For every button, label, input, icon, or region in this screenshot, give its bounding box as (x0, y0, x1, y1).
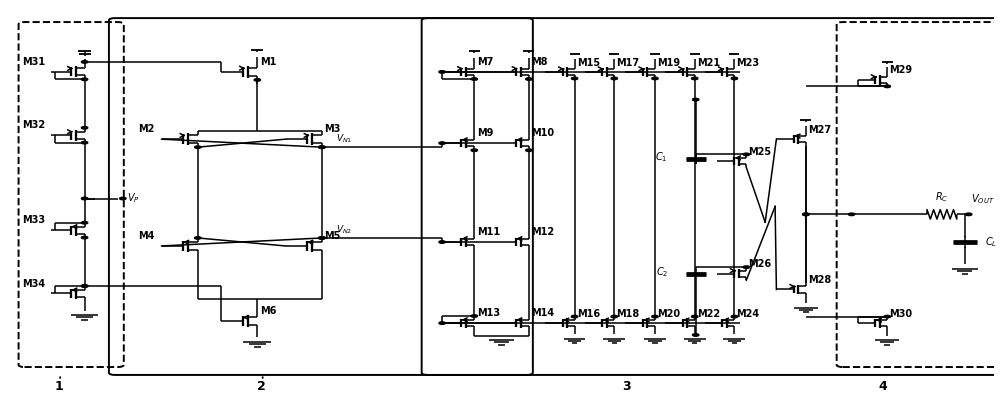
Text: M3: M3 (325, 124, 341, 134)
Circle shape (526, 149, 532, 152)
Text: 1: 1 (55, 380, 64, 393)
Circle shape (319, 237, 325, 239)
Circle shape (81, 236, 88, 239)
Text: M6: M6 (260, 306, 276, 316)
Text: M9: M9 (477, 128, 493, 139)
Text: M31: M31 (22, 57, 45, 67)
Text: M10: M10 (531, 128, 554, 139)
Circle shape (439, 142, 445, 145)
Circle shape (439, 241, 445, 243)
Circle shape (693, 98, 699, 101)
Circle shape (471, 315, 477, 317)
Circle shape (81, 141, 88, 144)
Circle shape (439, 71, 445, 73)
Circle shape (439, 322, 445, 324)
Circle shape (471, 78, 477, 80)
Circle shape (81, 61, 88, 63)
Text: M22: M22 (697, 309, 720, 319)
Text: M25: M25 (748, 146, 772, 156)
Circle shape (611, 77, 617, 80)
Text: M23: M23 (737, 58, 760, 67)
Circle shape (319, 237, 325, 239)
Text: M15: M15 (577, 58, 600, 67)
Text: $V_{OUT}$: $V_{OUT}$ (971, 193, 994, 206)
Circle shape (803, 213, 809, 216)
Text: 2: 2 (257, 380, 266, 393)
Circle shape (319, 146, 325, 148)
Circle shape (966, 213, 972, 216)
Circle shape (195, 237, 201, 239)
Text: M29: M29 (889, 66, 913, 75)
Circle shape (884, 85, 890, 88)
Circle shape (884, 315, 890, 318)
Circle shape (120, 197, 126, 200)
Circle shape (195, 146, 201, 148)
Text: M2: M2 (139, 124, 155, 134)
Text: M21: M21 (697, 58, 720, 67)
Text: M5: M5 (325, 231, 341, 241)
Circle shape (611, 315, 617, 318)
Circle shape (571, 315, 578, 318)
Text: M20: M20 (657, 309, 680, 319)
Text: $R_C$: $R_C$ (935, 191, 949, 204)
Text: M11: M11 (477, 227, 500, 237)
Text: M24: M24 (737, 309, 760, 319)
Circle shape (731, 315, 738, 318)
Circle shape (254, 79, 261, 81)
Circle shape (693, 334, 699, 336)
Circle shape (743, 266, 749, 268)
Text: 3: 3 (622, 380, 630, 393)
Text: M16: M16 (577, 309, 600, 319)
Text: $V_P$: $V_P$ (127, 192, 140, 205)
Text: 4: 4 (878, 380, 887, 393)
Circle shape (848, 213, 855, 216)
Circle shape (731, 77, 738, 80)
Circle shape (319, 146, 325, 148)
Text: M1: M1 (260, 56, 276, 67)
Circle shape (692, 77, 698, 80)
Text: $C_L$: $C_L$ (985, 235, 997, 249)
Circle shape (803, 213, 809, 216)
Circle shape (81, 285, 88, 287)
Text: $V_{N1}$: $V_{N1}$ (336, 133, 352, 145)
Circle shape (81, 285, 88, 287)
Text: M8: M8 (531, 57, 548, 67)
Text: M34: M34 (22, 279, 45, 289)
Text: M28: M28 (808, 275, 831, 285)
Circle shape (81, 78, 88, 81)
Text: M12: M12 (531, 227, 554, 237)
Circle shape (81, 222, 88, 224)
Text: M19: M19 (657, 58, 680, 67)
Circle shape (692, 315, 698, 318)
Circle shape (652, 315, 658, 318)
Text: $C_2$: $C_2$ (656, 265, 668, 279)
Text: M7: M7 (477, 57, 493, 67)
Text: $V_{N2}$: $V_{N2}$ (336, 224, 352, 236)
Text: M32: M32 (22, 120, 45, 130)
Text: M33: M33 (22, 215, 45, 225)
Circle shape (81, 197, 88, 200)
Text: M27: M27 (808, 125, 831, 135)
Circle shape (571, 77, 578, 80)
Circle shape (81, 127, 88, 129)
Text: M13: M13 (477, 308, 500, 318)
Circle shape (652, 77, 658, 80)
Circle shape (743, 153, 749, 156)
Text: $C_1$: $C_1$ (655, 150, 668, 164)
Text: M17: M17 (616, 58, 640, 67)
Text: M30: M30 (889, 309, 913, 319)
Text: M26: M26 (748, 259, 772, 269)
Text: M14: M14 (531, 308, 554, 318)
Text: M4: M4 (139, 231, 155, 241)
Circle shape (471, 149, 477, 152)
Text: M18: M18 (616, 309, 640, 319)
Circle shape (526, 78, 532, 80)
